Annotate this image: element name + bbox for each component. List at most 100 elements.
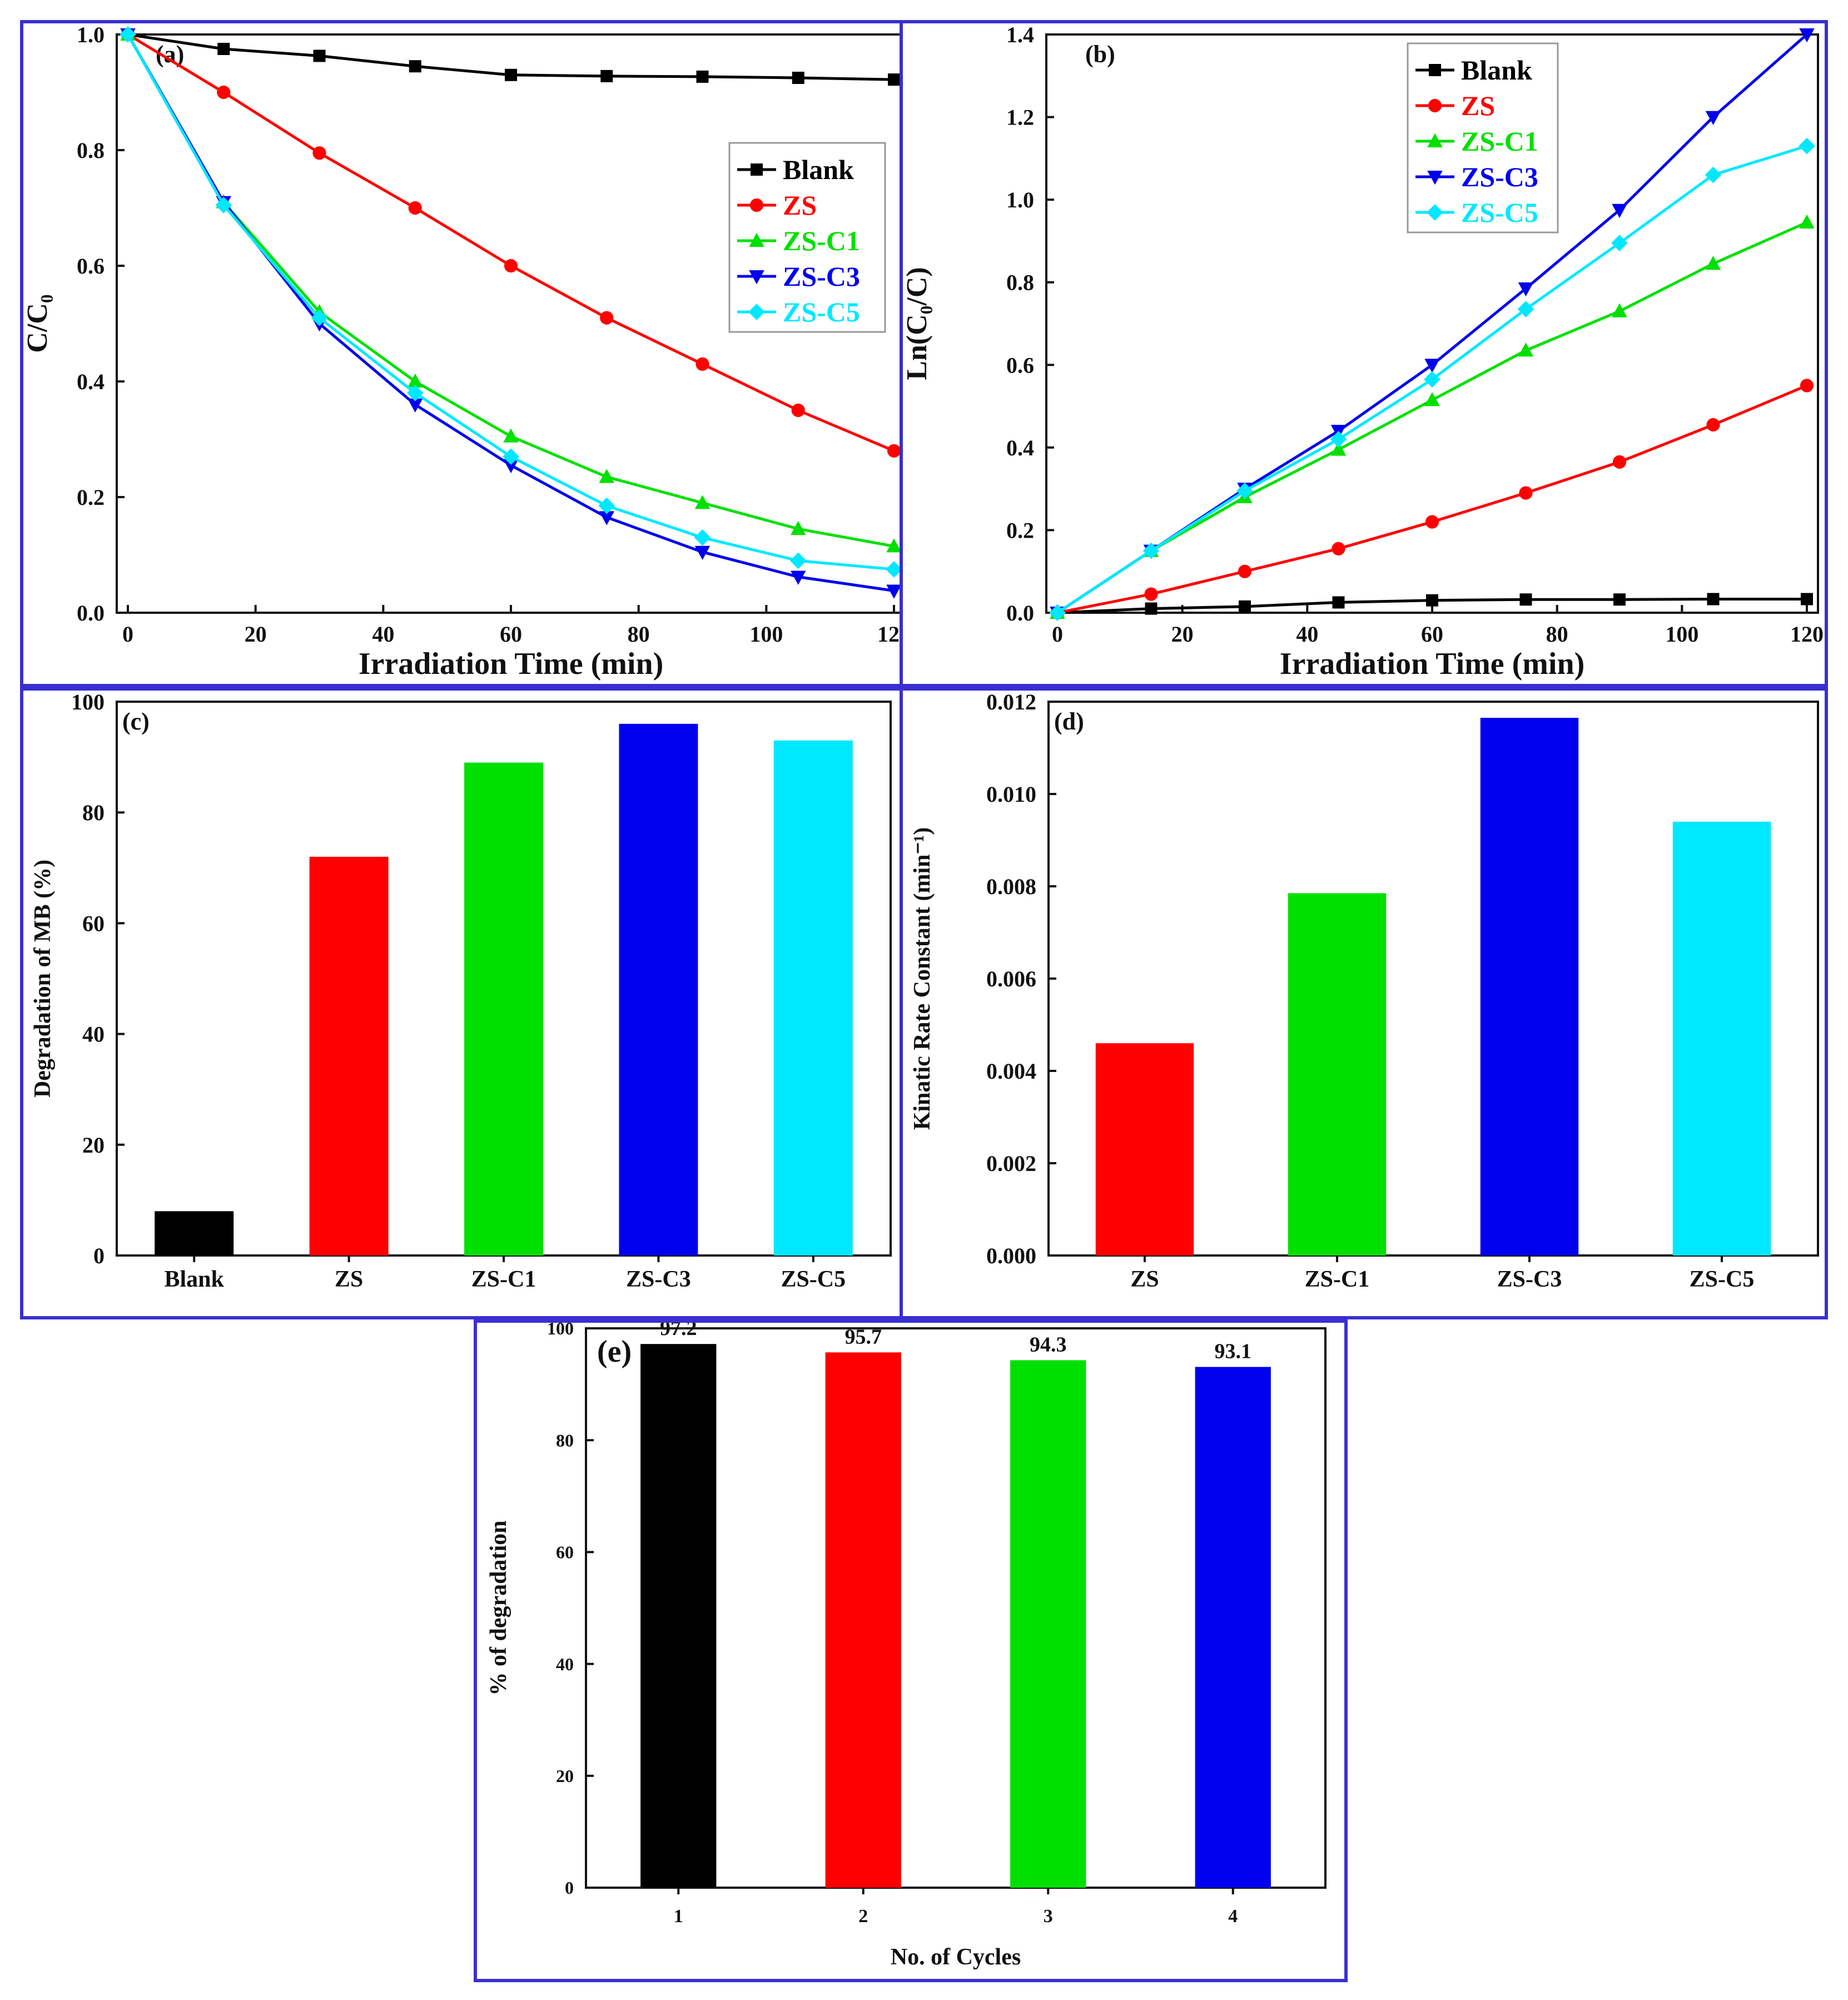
y-tick-label: 80 xyxy=(556,1430,574,1450)
y-tick-label: 0.8 xyxy=(1006,270,1034,295)
y-tick-label: 0.6 xyxy=(77,254,105,279)
x-tick-label: 60 xyxy=(500,622,522,647)
y-tick-label: 0 xyxy=(93,1243,105,1268)
legend-label: Blank xyxy=(1461,54,1532,86)
bar-zs-c3 xyxy=(1480,718,1579,1255)
legend-label: ZS-C3 xyxy=(783,261,860,292)
data-point xyxy=(1799,28,1815,43)
bar-1 xyxy=(640,1344,717,1888)
data-point xyxy=(406,384,424,401)
data-point xyxy=(1330,431,1347,448)
legend: Blank ZS ZS-C1 ZS-C3 ZS-C5 xyxy=(1407,42,1559,234)
y-tick-label: 100 xyxy=(547,1323,574,1338)
x-tick-label: ZS-C3 xyxy=(1497,1267,1562,1292)
x-tick-label: ZS-C1 xyxy=(471,1267,536,1292)
data-point xyxy=(215,196,232,214)
data-point xyxy=(1517,301,1534,317)
data-point xyxy=(312,146,326,160)
legend-label: ZS xyxy=(783,190,817,221)
bar-data-label: 94.3 xyxy=(1030,1333,1067,1356)
y-tick-label: 40 xyxy=(82,1022,105,1047)
y-tick-label: 60 xyxy=(556,1542,574,1562)
x-tick-label: ZS-C5 xyxy=(1690,1267,1755,1292)
x-tick-label: 60 xyxy=(1421,622,1443,647)
legend-marker xyxy=(751,163,763,176)
x-tick-label: Blank xyxy=(164,1267,224,1292)
panel-d: 0.000 0.002 0.004 0.006 0.008 0.010 0.012 Kinat… xyxy=(900,687,1828,1319)
y-tick-label: 0.006 xyxy=(986,966,1036,991)
data-point xyxy=(1332,596,1345,609)
data-point xyxy=(1142,542,1160,559)
bar-3 xyxy=(1010,1360,1086,1888)
y-tick-label: 1.4 xyxy=(1006,23,1034,47)
data-point xyxy=(599,469,614,483)
x-axis-title: Irradiation Time (min) xyxy=(1280,647,1585,681)
data-point xyxy=(505,68,517,81)
data-point xyxy=(696,70,709,83)
plot-frame xyxy=(585,1327,1327,1889)
y-tick-label: 0.000 xyxy=(986,1243,1036,1268)
y-tick-label: 40 xyxy=(556,1654,574,1674)
data-point xyxy=(409,60,421,73)
x-tick-label: 40 xyxy=(372,622,394,647)
x-tick-label: 40 xyxy=(1296,622,1318,647)
data-point xyxy=(1705,111,1721,125)
data-point xyxy=(1238,564,1252,578)
x-tick-label: 120 xyxy=(877,622,900,647)
series-line xyxy=(1056,221,1808,614)
data-point xyxy=(503,448,519,465)
y-axis-title: Degradation of MB (%) xyxy=(30,860,56,1098)
x-tick-label: 0 xyxy=(1052,622,1063,647)
bar-zs-c1 xyxy=(1288,893,1387,1255)
y-axis-title: Kinatic Rate Constant (min⁻¹) xyxy=(910,827,935,1130)
panel-e: 0 20 40 60 80 100 % of degradation (e) 1 97.2 2 95.… xyxy=(474,1319,1348,1982)
bar-data-label: 93.1 xyxy=(1215,1339,1252,1363)
y-axis-title: % of degradation xyxy=(486,1521,511,1696)
data-point xyxy=(1049,604,1066,621)
x-tick-label: 3 xyxy=(1044,1906,1053,1927)
legend: Blank ZS ZS-C1 ZS-C3 ZS-C5 xyxy=(728,142,886,333)
data-point xyxy=(408,398,423,413)
data-point xyxy=(408,373,423,388)
data-point xyxy=(1424,392,1440,406)
data-point xyxy=(791,520,806,535)
x-tick-label: 1 xyxy=(674,1906,683,1927)
y-tick-label: 0.008 xyxy=(986,874,1036,899)
bar-4 xyxy=(1195,1367,1271,1888)
data-point xyxy=(1519,486,1533,500)
data-point xyxy=(311,309,328,326)
legend-label: ZS xyxy=(1461,90,1495,121)
data-point xyxy=(1613,593,1626,606)
legend-label: Blank xyxy=(783,154,854,185)
legend-marker xyxy=(749,232,764,247)
x-tick-label: 20 xyxy=(245,622,267,647)
data-point xyxy=(217,85,231,100)
data-point xyxy=(1518,282,1534,297)
bar-data-label: 95.7 xyxy=(845,1325,882,1348)
y-tick-label: 0.4 xyxy=(1006,435,1034,460)
data-point xyxy=(1705,255,1721,270)
data-point xyxy=(600,311,614,325)
legend-label: ZS-C5 xyxy=(1461,197,1538,228)
y-tick-label: 1.0 xyxy=(77,23,105,47)
bar-zs-c5 xyxy=(1672,821,1771,1255)
legend-label: ZS-C1 xyxy=(783,225,860,256)
data-point xyxy=(1426,594,1438,607)
chart-b: 0.0 0.2 0.4 0.6 0.8 1.0 1.2 1.4 Ln(C₀/C) (b) 0 20 40… xyxy=(903,23,1824,681)
data-point xyxy=(886,561,900,578)
data-point xyxy=(792,72,804,84)
legend-label: ZS-C1 xyxy=(1461,126,1538,157)
data-point xyxy=(1801,593,1813,606)
data-point xyxy=(789,552,807,569)
y-tick-label: 0.010 xyxy=(986,782,1036,807)
x-axis-title: No. of Cycles xyxy=(891,1944,1021,1970)
y-tick-label: 0.8 xyxy=(77,138,105,163)
legend-marker xyxy=(748,304,765,320)
bar-data-label: 97.2 xyxy=(660,1323,697,1340)
data-point xyxy=(694,529,711,546)
data-point xyxy=(888,73,900,86)
x-tick-label: 4 xyxy=(1228,1906,1238,1927)
data-point xyxy=(791,570,806,585)
bar-blank xyxy=(155,1211,234,1255)
y-tick-label: 80 xyxy=(82,800,105,825)
